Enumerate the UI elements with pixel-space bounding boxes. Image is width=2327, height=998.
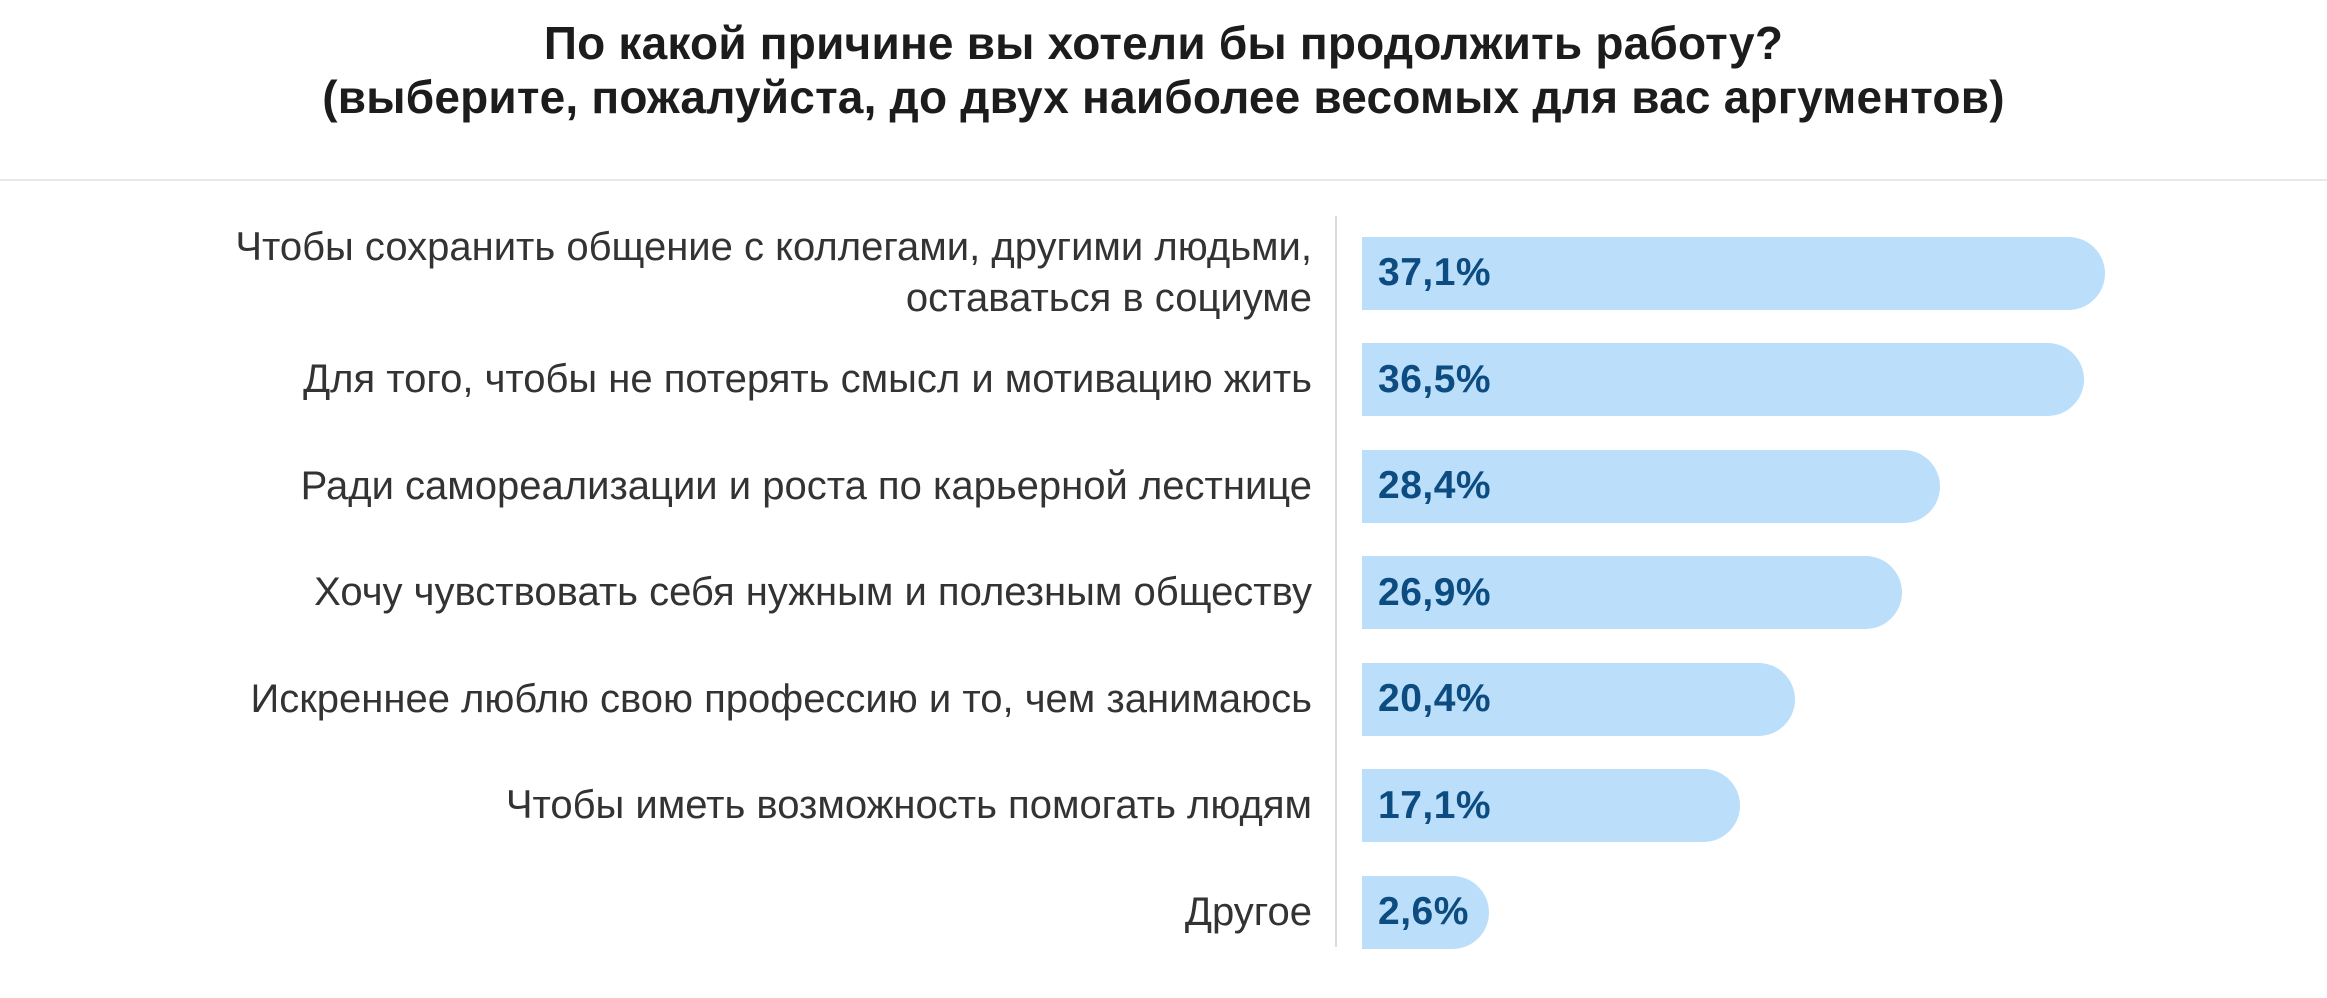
bar: 20,4% (1362, 662, 1795, 736)
bar: 2,6% (1362, 875, 1489, 949)
bar-value-label: 17,1% (1378, 783, 1492, 827)
bar-value-label: 20,4% (1378, 677, 1492, 721)
bar-value-label: 36,5% (1378, 357, 1492, 401)
y-axis-line (1335, 216, 1337, 947)
bar-value-label: 28,4% (1378, 464, 1492, 508)
bar-row: Чтобы иметь возможность помогать людям 1… (0, 753, 2327, 860)
bar-area: 28,4% (1312, 449, 2327, 523)
category-label: Чтобы сохранить общение с коллегами, дру… (235, 225, 1312, 321)
bar-chart: Чтобы сохранить общение с коллегами, дру… (0, 181, 2327, 996)
category-label: Для того, чтобы не потерять смысл и моти… (303, 357, 1312, 402)
bar-row: Ради самореализации и роста по карьерной… (0, 433, 2327, 540)
bar-area: 37,1% (1312, 236, 2327, 310)
bar: 28,4% (1362, 449, 1940, 523)
bar: 36,5% (1362, 343, 2084, 417)
bar-row: Хочу чувствовать себя нужным и полезным … (0, 540, 2327, 647)
bar-area: 17,1% (1312, 769, 2327, 843)
chart-title-line2: (выберите, пожалуйста, до двух наиболее … (322, 71, 2005, 123)
category-label: Хочу чувствовать себя нужным и полезным … (314, 570, 1312, 615)
chart-header: По какой причине вы хотели бы продолжить… (0, 0, 2327, 181)
category-label: Ради самореализации и роста по карьерной… (300, 463, 1312, 508)
bar-value-label: 26,9% (1378, 570, 1492, 614)
bar-row: Чтобы сохранить общение с коллегами, дру… (0, 220, 2327, 327)
bar-row: Для того, чтобы не потерять смысл и моти… (0, 327, 2327, 434)
bar-area: 36,5% (1312, 343, 2327, 417)
category-label: Другое (1184, 889, 1312, 934)
bar-row: Искреннее люблю свою профессию и то, чем… (0, 646, 2327, 753)
bar-area: 20,4% (1312, 662, 2327, 736)
bar: 26,9% (1362, 556, 1902, 630)
bar-value-label: 2,6% (1378, 890, 1469, 934)
bar-value-label: 37,1% (1378, 251, 1492, 295)
bar: 17,1% (1362, 769, 1740, 843)
bar-rows: Чтобы сохранить общение с коллегами, дру… (0, 181, 2327, 966)
category-label: Чтобы иметь возможность помогать людям (505, 783, 1312, 828)
bar-row: Другое 2,6% (0, 859, 2327, 966)
category-label: Искреннее люблю свою профессию и то, чем… (250, 676, 1312, 721)
bar: 37,1% (1362, 236, 2105, 310)
bar-area: 2,6% (1312, 875, 2327, 949)
bar-area: 26,9% (1312, 556, 2327, 630)
chart-title: По какой причине вы хотели бы продолжить… (0, 0, 2327, 124)
chart-title-line1: По какой причине вы хотели бы продолжить… (543, 17, 1784, 69)
